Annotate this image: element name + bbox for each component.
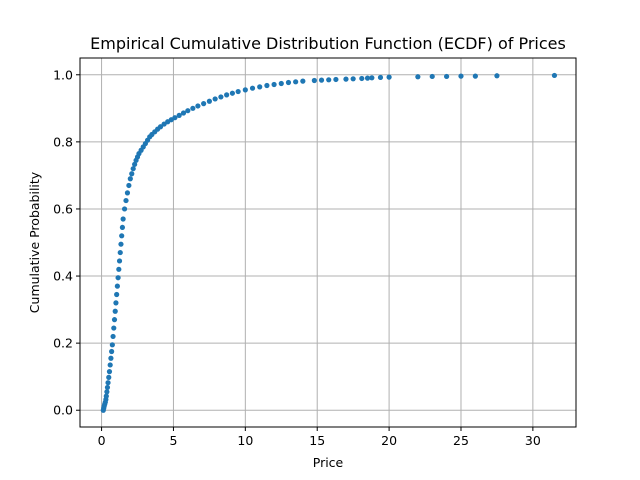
- data-point: [104, 384, 111, 391]
- data-point: [311, 77, 317, 84]
- data-point: [126, 182, 132, 189]
- data-point: [359, 75, 365, 82]
- data-point: [111, 317, 118, 323]
- y-tick-label: 1.0: [53, 67, 73, 82]
- data-point: [111, 325, 117, 331]
- data-point: [285, 79, 292, 86]
- data-point: [242, 87, 248, 93]
- data-point: [114, 291, 120, 298]
- data-point: [271, 81, 277, 88]
- data-point: [333, 76, 339, 83]
- data-point: [458, 73, 464, 79]
- data-point: [105, 380, 111, 386]
- plot-frame: [79, 57, 577, 428]
- y-axis-ticks: 0.0 0.2 0.4 0.6 0.8 1.0: [53, 67, 80, 418]
- data-point: [343, 76, 349, 82]
- y-axis-label: Cumulative Probability: [27, 171, 42, 313]
- data-point: [224, 92, 230, 98]
- x-tick-label: 10: [237, 433, 253, 448]
- data-point: [119, 233, 125, 239]
- data-point: [235, 88, 241, 95]
- data-point: [278, 80, 284, 87]
- y-tick-label: 0.0: [53, 403, 73, 418]
- data-point: [444, 73, 450, 80]
- data-point: [185, 108, 191, 114]
- data-point: [157, 124, 164, 130]
- data-point: [218, 94, 224, 100]
- data-point: [377, 74, 384, 81]
- data-point: [113, 300, 119, 306]
- data-point: [118, 241, 124, 247]
- data-point: [114, 283, 120, 289]
- x-tick-label: 5: [169, 433, 177, 448]
- x-tick-label: 15: [309, 433, 325, 448]
- data-point: [132, 161, 138, 167]
- data-point: [109, 342, 115, 348]
- x-axis-label: Price: [313, 455, 344, 470]
- data-point: [176, 112, 182, 118]
- data-point: [429, 73, 435, 80]
- data-point: [369, 75, 375, 81]
- data-point: [350, 76, 356, 82]
- data-point: [415, 74, 421, 80]
- y-tick-label: 0.8: [53, 134, 73, 149]
- data-point: [129, 171, 135, 177]
- x-tick-label: 25: [453, 433, 469, 448]
- data-point: [300, 78, 306, 84]
- x-tick-label: 30: [525, 433, 541, 448]
- data-point: [121, 206, 128, 212]
- data-point: [116, 266, 122, 272]
- y-tick-label: 0.2: [53, 336, 73, 351]
- data-point: [109, 348, 115, 355]
- data-point: [190, 105, 196, 111]
- data-point: [195, 103, 201, 109]
- data-point: [318, 77, 325, 83]
- data-point: [110, 333, 116, 340]
- x-tick-label: 20: [381, 433, 397, 448]
- data-point: [551, 72, 558, 79]
- chart-title: Empirical Cumulative Distribution Functi…: [90, 34, 566, 53]
- data-point: [124, 190, 131, 196]
- data-point: [326, 77, 332, 83]
- data-point: [106, 374, 112, 380]
- data-point: [104, 389, 110, 395]
- data-point: [107, 362, 113, 368]
- y-tick-label: 0.6: [53, 201, 73, 216]
- data-point: [108, 355, 114, 361]
- data-point: [257, 84, 263, 90]
- data-point: [127, 176, 133, 182]
- x-tick-label: 0: [98, 433, 106, 448]
- data-point: [494, 73, 500, 79]
- data-point: [130, 166, 136, 172]
- data-point: [119, 224, 126, 231]
- y-tick-label: 0.4: [53, 269, 73, 284]
- data-point: [172, 115, 178, 121]
- data-point: [112, 308, 118, 314]
- data-point: [103, 393, 109, 399]
- data-point: [249, 85, 256, 91]
- data-point: [229, 90, 235, 96]
- data-point: [120, 216, 126, 222]
- grid: [80, 58, 576, 427]
- data-points: [100, 72, 558, 413]
- data-point: [206, 98, 212, 104]
- data-point: [106, 369, 113, 375]
- data-point: [115, 275, 121, 281]
- data-point: [117, 249, 123, 256]
- data-point: [116, 258, 123, 264]
- data-point: [364, 75, 371, 81]
- data-point: [472, 73, 478, 79]
- data-point: [201, 101, 207, 107]
- data-point: [212, 96, 218, 102]
- data-point: [293, 79, 299, 85]
- data-point: [386, 74, 392, 80]
- data-point: [123, 197, 129, 204]
- data-point: [264, 82, 270, 89]
- data-point: [180, 110, 187, 116]
- x-axis-ticks: 0 5 10 15 20 25 30: [98, 427, 541, 448]
